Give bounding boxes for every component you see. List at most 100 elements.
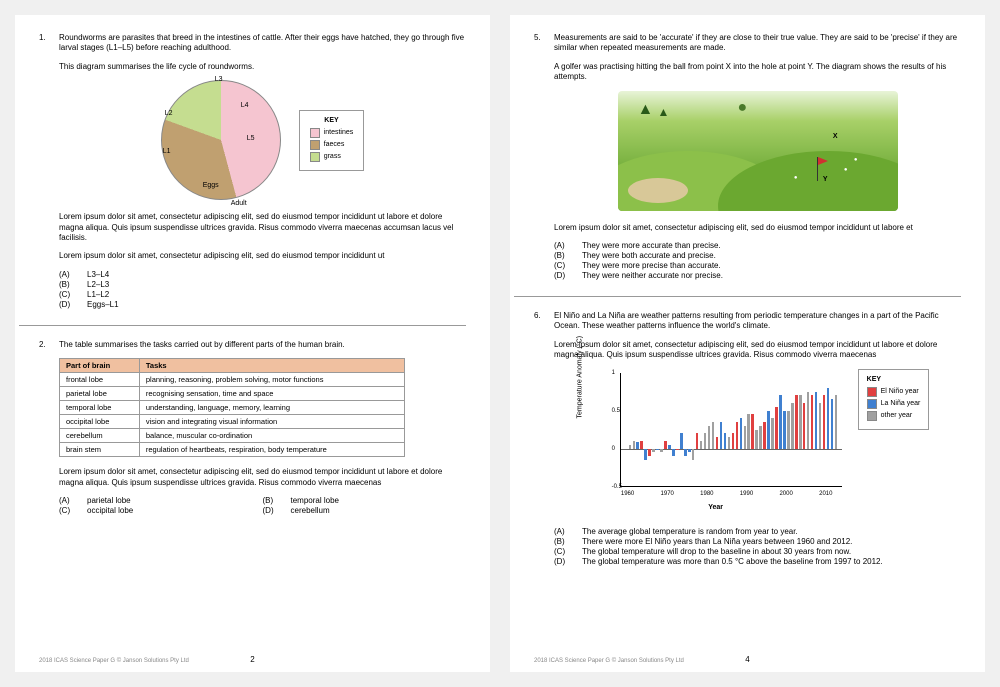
- temp-anomaly-chart: Temperature Anomaly (°C) Year -0.500.511…: [554, 369, 961, 509]
- cell-tasks: balance, muscular co-ordination: [139, 429, 404, 443]
- divider: [19, 325, 466, 326]
- pie-label-l5: L5: [247, 135, 255, 142]
- divider: [514, 296, 961, 297]
- option: (A)parietal lobe: [59, 496, 263, 505]
- bar: [767, 411, 770, 449]
- q6-lorem: Lorem ipsum dolor sit amet, consectetur …: [554, 340, 961, 361]
- cell-part: brain stem: [60, 443, 140, 457]
- bar: [787, 411, 790, 449]
- bar: [815, 392, 818, 449]
- bar: [803, 403, 806, 449]
- bar: [700, 441, 703, 449]
- cell-part: frontal lobe: [60, 373, 140, 387]
- option: (D)The global temperature was more than …: [554, 557, 961, 566]
- bar: [668, 445, 671, 449]
- question-5: 5. Measurements are said to be 'accurate…: [534, 33, 961, 280]
- option-text: parietal lobe: [87, 496, 131, 505]
- q1-caption: This diagram summarises the life cycle o…: [59, 62, 466, 72]
- bar: [791, 403, 794, 449]
- pie-slices: [161, 80, 281, 200]
- bar: [744, 426, 747, 449]
- option-text: L3–L4: [87, 270, 109, 279]
- q2-lorem: Lorem ipsum dolor sit amet, consectetur …: [59, 467, 466, 488]
- cell-part: temporal lobe: [60, 401, 140, 415]
- option-letter: (C): [59, 506, 87, 515]
- ytick: 0: [612, 446, 615, 452]
- option: (A)L3–L4: [59, 270, 466, 279]
- option-text: They were more precise than accurate.: [582, 261, 721, 270]
- table-row: brain stemregulation of heartbeats, resp…: [60, 443, 405, 457]
- sand-bunker: [628, 178, 688, 203]
- bar: [755, 430, 758, 449]
- bar: [823, 395, 826, 448]
- option-text: Eggs–L1: [87, 300, 119, 309]
- th-tasks: Tasks: [139, 359, 404, 373]
- cell-tasks: recognising sensation, time and space: [139, 387, 404, 401]
- question-1: 1. Roundworms are parasites that breed i…: [39, 33, 466, 309]
- option-letter: (A): [59, 496, 87, 505]
- bar: [716, 437, 719, 448]
- bar: [831, 399, 834, 448]
- option-letter: (D): [59, 300, 87, 309]
- bar: [740, 418, 743, 448]
- option-letter: (D): [554, 271, 582, 280]
- golf-diagram: ▲ ▲ ● X Y ● ● ●: [618, 91, 898, 211]
- question-2: 2. The table summarises the tasks carrie…: [39, 340, 466, 516]
- option: (A)They were more accurate than precise.: [554, 241, 961, 250]
- cell-part: parietal lobe: [60, 387, 140, 401]
- roundworm-diagram: L3 L4 L5 Adult Eggs L1 L2 KEY intestines…: [59, 80, 466, 200]
- option: (B)temporal lobe: [263, 496, 467, 505]
- option-text: L1–L2: [87, 290, 109, 299]
- bar: [636, 442, 639, 448]
- pie-label-l2: L2: [165, 110, 173, 117]
- option: (C)occipital lobe: [59, 506, 263, 515]
- bar: [684, 449, 687, 457]
- bar: [656, 449, 659, 450]
- question-6: 6. El Niño and La Niña are weather patte…: [534, 311, 961, 566]
- bar: [807, 392, 810, 449]
- ytick: 0.5: [612, 408, 620, 414]
- option-text: They were neither accurate nor precise.: [582, 271, 723, 280]
- tree-icon: ▲: [638, 101, 654, 119]
- swatch-elnino: [867, 387, 877, 397]
- key-other: other year: [881, 412, 913, 419]
- bar: [633, 441, 636, 449]
- q6-intro: El Niño and La Niña are weather patterns…: [554, 311, 961, 332]
- option-letter: (A): [59, 270, 87, 279]
- option: (D)cerebellum: [263, 506, 467, 515]
- bar: [660, 449, 663, 453]
- option-letter: (D): [554, 557, 582, 566]
- cell-tasks: vision and integrating visual informatio…: [139, 415, 404, 429]
- xtick: 1980: [700, 491, 713, 497]
- pie-label-adult: Adult: [231, 200, 247, 207]
- option-letter: (C): [554, 261, 582, 270]
- xtick: 2010: [819, 491, 832, 497]
- chart-ylabel: Temperature Anomaly (°C): [576, 335, 583, 418]
- option-text: The global temperature was more than 0.5…: [582, 557, 883, 566]
- copyright: 2018 ICAS Science Paper G © Janson Solut…: [39, 658, 189, 664]
- q2-intro: The table summarises the tasks carried o…: [59, 340, 466, 350]
- golf-ball: ●: [854, 157, 858, 163]
- bar: [827, 388, 830, 449]
- swatch-lanina: [867, 399, 877, 409]
- q5-options: (A)They were more accurate than precise.…: [554, 241, 961, 280]
- cell-part: cerebellum: [60, 429, 140, 443]
- tree-icon: ●: [738, 99, 748, 117]
- option-letter: (A): [554, 241, 582, 250]
- swatch-faeces: [310, 140, 320, 150]
- bar: [704, 433, 707, 448]
- th-part: Part of brain: [60, 359, 140, 373]
- bar: [811, 395, 814, 448]
- option: (B)L2–L3: [59, 280, 466, 289]
- option: (A)The average global temperature is ran…: [554, 527, 961, 536]
- pie-key: KEY intestines faeces grass: [299, 110, 365, 171]
- swatch-grass: [310, 152, 320, 162]
- xtick: 2000: [779, 491, 792, 497]
- q6-options: (A)The average global temperature is ran…: [554, 527, 961, 566]
- bar: [771, 418, 774, 448]
- bar: [736, 422, 739, 449]
- q5-lorem: Lorem ipsum dolor sit amet, consectetur …: [554, 223, 961, 233]
- ytick: 1: [612, 370, 615, 376]
- q1-lorem2: Lorem ipsum dolor sit amet, consectetur …: [59, 251, 466, 261]
- option: (D)Eggs–L1: [59, 300, 466, 309]
